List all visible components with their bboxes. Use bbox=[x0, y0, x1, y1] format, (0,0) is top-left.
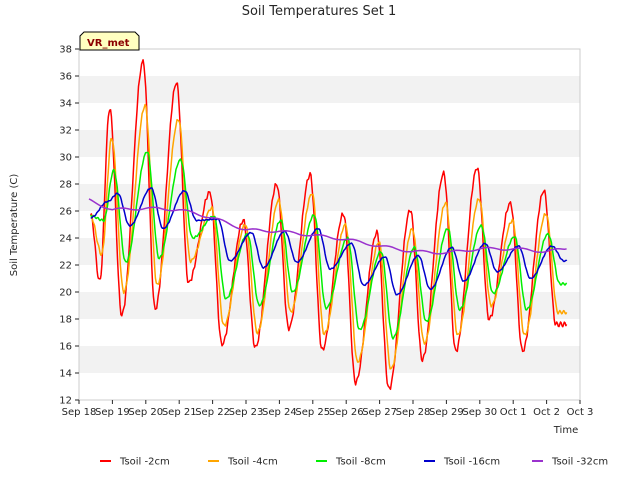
y-tick-label: 30 bbox=[59, 153, 72, 164]
plot-band bbox=[79, 157, 580, 184]
plot-band bbox=[79, 184, 580, 211]
y-tick-label: 28 bbox=[59, 180, 72, 191]
y-tick-label: 34 bbox=[59, 99, 72, 110]
plot-band bbox=[79, 49, 580, 76]
legend-label: Tsoil -2cm bbox=[119, 457, 170, 468]
y-tick-label: 18 bbox=[59, 315, 72, 326]
x-tick-label: Sep 26 bbox=[329, 407, 364, 418]
x-tick-label: Oct 2 bbox=[533, 407, 560, 418]
legend-label: Tsoil -32cm bbox=[551, 457, 608, 468]
y-tick-label: 24 bbox=[59, 234, 72, 245]
x-tick-label: Sep 25 bbox=[295, 407, 330, 418]
station-badge-label: VR_met bbox=[87, 38, 130, 49]
x-tick-label: Sep 24 bbox=[262, 407, 297, 418]
plot-band bbox=[79, 130, 580, 157]
y-axis-title: Soil Temperature (C) bbox=[9, 174, 20, 277]
series-line-tsoil-32cm bbox=[88, 198, 567, 255]
y-tick-label: 26 bbox=[59, 207, 72, 218]
plot-frame bbox=[78, 48, 581, 401]
series-line-tsoil-8cm bbox=[90, 151, 568, 340]
legend-label: Tsoil -4cm bbox=[227, 457, 278, 468]
x-tick-label: Sep 21 bbox=[162, 407, 197, 418]
chart-title: Soil Temperatures Set 1 bbox=[242, 4, 397, 19]
station-badge: VR_met bbox=[79, 31, 140, 51]
x-tick-label: Oct 1 bbox=[500, 407, 527, 418]
y-tick-label: 36 bbox=[59, 72, 72, 83]
y-tick-label: 20 bbox=[59, 288, 72, 299]
x-tick-label: Oct 3 bbox=[567, 407, 594, 418]
x-axis-title: Time bbox=[553, 425, 578, 436]
x-tick-label: Sep 23 bbox=[229, 407, 264, 418]
y-tick-label: 12 bbox=[59, 396, 72, 407]
x-tick-label: Sep 20 bbox=[128, 407, 163, 418]
x-tick-label: Sep 30 bbox=[462, 407, 497, 418]
y-tick-label: 32 bbox=[59, 126, 72, 137]
legend-label: Tsoil -16cm bbox=[443, 457, 500, 468]
legend-label: Tsoil -8cm bbox=[335, 457, 386, 468]
plot-band bbox=[79, 346, 580, 373]
y-tick-label: 16 bbox=[59, 342, 72, 353]
series-layer bbox=[88, 59, 568, 391]
y-axis-ticks: 12 14 16 18 20 22 24 26 28 30 32 34 36 38 bbox=[59, 45, 79, 407]
plot-band bbox=[79, 76, 580, 103]
x-tick-label: Sep 27 bbox=[362, 407, 397, 418]
x-tick-label: Sep 29 bbox=[429, 407, 464, 418]
legend: Tsoil -2cm Tsoil -4cm Tsoil -8cm Tsoil -16c… bbox=[100, 457, 608, 468]
y-tick-label: 22 bbox=[59, 261, 72, 272]
series-line-tsoil-2cm bbox=[90, 59, 568, 391]
y-tick-label: 14 bbox=[59, 369, 72, 380]
x-tick-label: Sep 19 bbox=[95, 407, 130, 418]
x-tick-label: Sep 22 bbox=[195, 407, 230, 418]
plot-band bbox=[79, 103, 580, 130]
x-tick-label: Sep 28 bbox=[396, 407, 431, 418]
x-tick-label: Sep 18 bbox=[62, 407, 97, 418]
y-tick-label: 38 bbox=[59, 45, 72, 56]
plot-band bbox=[79, 211, 580, 238]
plot-band bbox=[79, 373, 580, 400]
series-line-tsoil-16cm bbox=[90, 187, 568, 296]
series-line-tsoil-4cm bbox=[90, 103, 568, 370]
station-badge-box bbox=[79, 31, 140, 51]
plot-band bbox=[79, 319, 580, 346]
